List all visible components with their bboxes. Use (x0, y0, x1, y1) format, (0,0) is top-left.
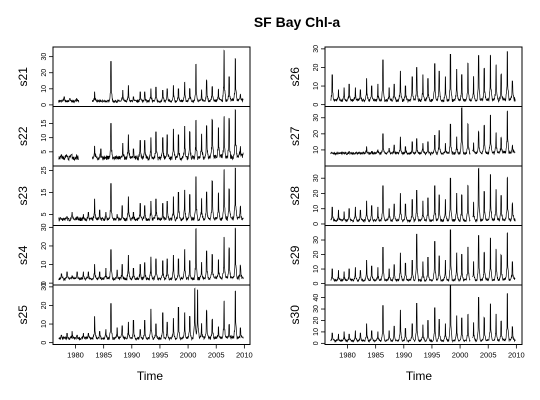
series-line-s24 (58, 227, 244, 282)
series-line-s30 (330, 284, 516, 343)
y-axis-label-s23: s23 (16, 186, 30, 206)
y-tick-label: 0 (41, 281, 48, 285)
series-line-s25 (58, 287, 244, 342)
y-tick-label: 0 (313, 222, 320, 226)
y-tick-label: 10 (313, 146, 320, 154)
y-tick-label: 10 (313, 265, 320, 273)
y-tick-label: 10 (313, 328, 320, 336)
y-tick-label: 30 (41, 53, 48, 61)
y-axis-label-s30: s30 (288, 305, 302, 325)
y-tick-label: 20 (313, 251, 320, 259)
y-tick-label: 10 (41, 134, 48, 142)
x-tick-label: 2000 (452, 351, 469, 360)
y-tick-label: 15 (41, 120, 48, 128)
x-tick-label: 1995 (152, 351, 169, 360)
panel-s24: 0 10 20 30 s24 (16, 223, 251, 286)
x-tick-label: 2005 (480, 351, 497, 360)
panel-s29: 0 10 20 30 s29 (288, 225, 523, 286)
series-line-s21 (58, 49, 244, 104)
y-tick-label: 30 (313, 114, 320, 122)
x-tick-label: 1985 (95, 351, 112, 360)
y-tick-label: 30 (313, 174, 320, 182)
panel-s27: 10 20 30 s27 (288, 106, 523, 167)
panel-s30: 0 10 20 30 40 s30 1980 1985 1990 1995 2000 2005 2010 (288, 284, 525, 360)
y-tick-label: 20 (313, 189, 320, 197)
x-tick-label: 2010 (508, 351, 525, 360)
y-axis-label-s25: s25 (16, 305, 30, 325)
x-tick-label: 1990 (395, 351, 412, 360)
series-line-s26 (330, 51, 516, 104)
series-line-s22 (58, 109, 244, 162)
y-tick-label: 10 (41, 85, 48, 93)
y-tick-label: 20 (41, 242, 48, 250)
y-tick-label: 15 (41, 188, 48, 196)
series-line-s29 (330, 229, 516, 283)
y-tick-label: 20 (313, 63, 320, 71)
y-tick-label: 30 (313, 45, 320, 53)
y-axis-label-s21: s21 (16, 67, 30, 87)
y-axis-label-s26: s26 (288, 67, 302, 87)
x-tick-label: 2000 (180, 351, 197, 360)
x-tick-label: 1980 (339, 351, 356, 360)
y-tick-label: 10 (41, 261, 48, 269)
x-axis-label-left: Time (137, 369, 164, 383)
panel-s28: 0 10 20 30 s28 (288, 165, 523, 226)
y-tick-label: 20 (313, 316, 320, 324)
y-axis-label-s24: s24 (16, 245, 30, 265)
chart-title: SF Bay Chl-a (254, 14, 341, 30)
y-tick-label: 0 (313, 341, 320, 345)
y-tick-label: 30 (41, 283, 48, 291)
panel-s26: 0 10 20 30 s26 (288, 45, 523, 107)
series-line-s28 (330, 167, 516, 223)
y-tick-label: 0 (313, 282, 320, 286)
y-tick-label: 40 (313, 294, 320, 302)
x-tick-label: 2010 (236, 351, 253, 360)
y-axis-label-s22: s22 (16, 126, 30, 146)
y-tick-label: 0 (313, 103, 320, 107)
panel-frame (52, 165, 251, 226)
y-tick-label: 30 (41, 223, 48, 231)
series-line-s27 (330, 107, 516, 156)
x-tick-label: 2005 (208, 351, 225, 360)
series-line-s23 (58, 167, 244, 222)
y-tick-label: 5 (41, 150, 48, 154)
panel-s25: 0 10 20 30 s25 1980 1985 1990 1995 2000 2005 2010 (16, 283, 253, 360)
y-tick-label: 30 (313, 305, 320, 313)
y-tick-label: 0 (41, 341, 48, 345)
y-tick-label: 10 (313, 205, 320, 213)
y-tick-label: 20 (41, 301, 48, 309)
panel-frame (52, 284, 251, 345)
y-axis-label-s27: s27 (288, 126, 302, 146)
panel-s21: 0 10 20 30 s21 (16, 46, 251, 107)
x-tick-label: 1990 (123, 351, 140, 360)
panel-s23: 5 15 25 s23 (16, 165, 251, 226)
y-tick-label: 20 (313, 130, 320, 138)
y-tick-label: 10 (41, 320, 48, 328)
panels-group: 0 10 20 30 s21 5 10 15 s22 5 15 25 s23 0 10 20 30 s24 0 10 2… (16, 45, 525, 360)
y-tick-label: 10 (313, 82, 320, 90)
y-tick-label: 5 (41, 212, 48, 216)
panel-s22: 5 10 15 s22 (16, 106, 251, 167)
x-axis-label-right: Time (406, 369, 433, 383)
panel-frame (324, 106, 523, 167)
y-axis-label-s28: s28 (288, 186, 302, 206)
x-tick-label: 1985 (367, 351, 384, 360)
y-tick-label: 30 (313, 236, 320, 244)
y-tick-label: 0 (41, 103, 48, 107)
y-axis-label-s29: s29 (288, 245, 302, 265)
x-tick-label: 1980 (67, 351, 84, 360)
y-tick-label: 25 (41, 166, 48, 174)
x-tick-label: 1995 (424, 351, 441, 360)
y-tick-label: 20 (41, 69, 48, 77)
panel-frame (324, 284, 523, 345)
